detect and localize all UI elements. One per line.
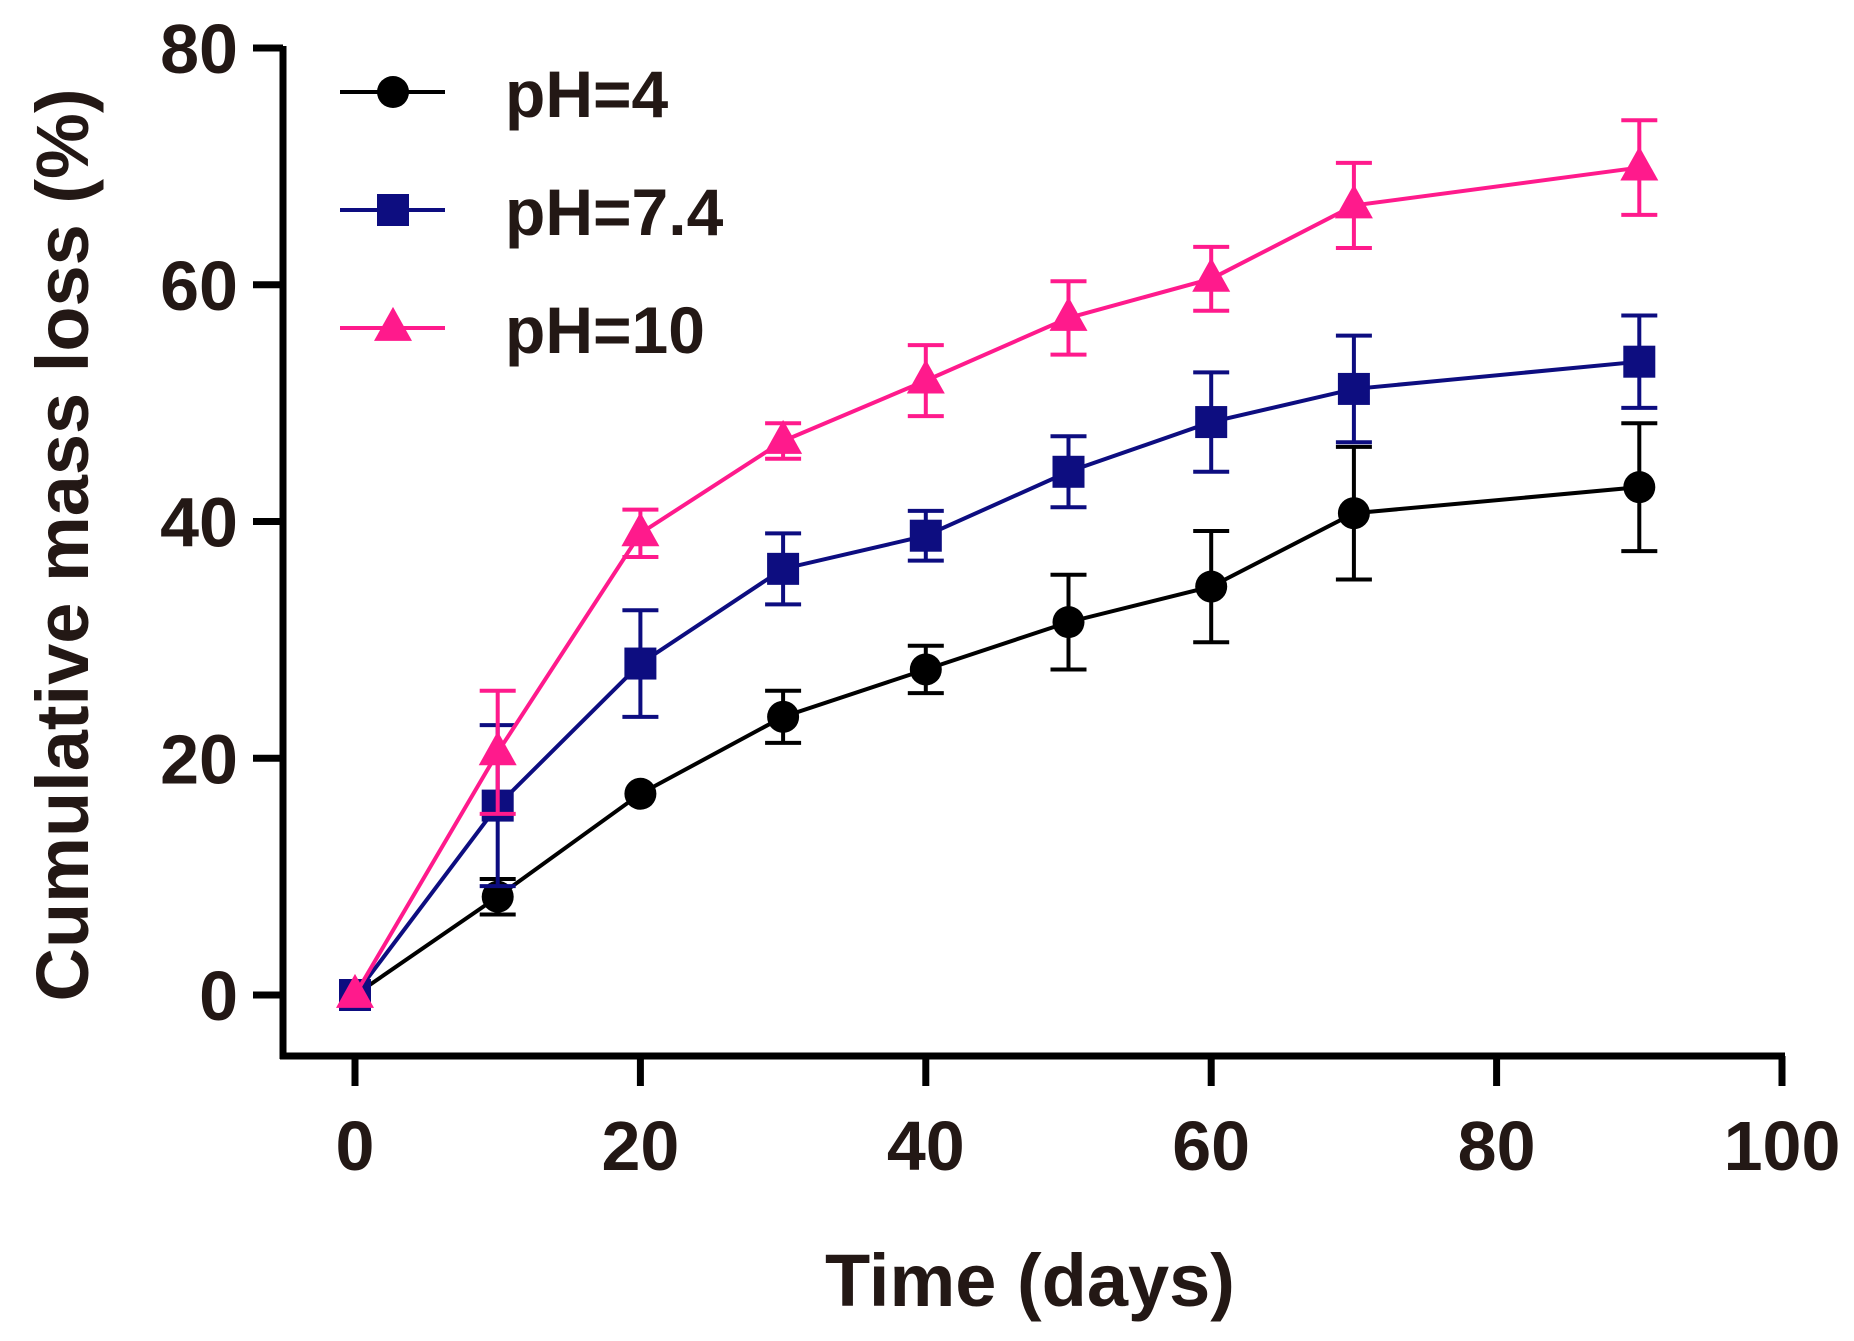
data-point (621, 512, 660, 547)
data-point (1195, 406, 1228, 439)
y-tick-label: 0 (199, 957, 238, 1035)
series-line (353, 165, 1640, 997)
data-point (764, 419, 803, 454)
data-point (1052, 606, 1085, 639)
data-point (478, 731, 517, 766)
y-tick-label: 80 (160, 10, 238, 88)
x-tick-label: 40 (887, 1107, 965, 1185)
data-point (767, 700, 800, 733)
x-tick-label: 0 (336, 1107, 375, 1185)
legend-label: pH=4 (505, 57, 669, 131)
data-point (1195, 570, 1228, 603)
legend-label: pH=7.4 (505, 175, 724, 249)
y-tick-label: 60 (160, 247, 238, 325)
data-point (767, 552, 800, 585)
x-tick-label: 80 (1458, 1107, 1536, 1185)
data-point (336, 973, 374, 1008)
legend: pH=4 pH=7.4 pH=10 (340, 57, 724, 367)
x-axis-label: Time (days) (825, 1239, 1235, 1322)
data-point (1337, 372, 1370, 405)
data-point (624, 647, 657, 680)
x-tick-label: 100 (1724, 1107, 1841, 1185)
y-axis-label: Cumulative mass loss (%) (21, 89, 104, 1002)
data-point (1334, 184, 1373, 219)
data-point (906, 359, 945, 394)
legend-item: pH=10 (340, 293, 705, 367)
series-line (353, 485, 1640, 997)
data-point (1192, 257, 1231, 292)
data-point (624, 777, 657, 810)
data-point (1052, 455, 1085, 488)
x-tick-label: 20 (601, 1107, 679, 1185)
ticks: 0 20 40 60 80 0 20 40 60 80 100 (160, 10, 1840, 1185)
data-point (481, 880, 514, 913)
data-point (1620, 146, 1659, 181)
legend-marker (377, 194, 409, 226)
legend-item: pH=7.4 (340, 175, 724, 249)
y-tick-label: 20 (160, 720, 238, 798)
legend-marker (377, 76, 409, 108)
series-2 (336, 118, 1659, 1008)
series-0 (339, 421, 1658, 1011)
axes (279, 46, 1785, 1060)
series-layer (336, 118, 1659, 1011)
data-point (909, 519, 942, 552)
data-point (1623, 471, 1656, 504)
legend-label: pH=10 (505, 293, 705, 367)
y-tick-label: 40 (160, 484, 238, 562)
data-point (1337, 497, 1370, 530)
data-point (1623, 345, 1656, 378)
x-tick-label: 60 (1172, 1107, 1250, 1185)
legend-marker (374, 306, 412, 341)
series-1 (339, 313, 1658, 1011)
data-point (1049, 296, 1088, 331)
legend-item: pH=4 (340, 57, 669, 131)
data-point (909, 653, 942, 686)
